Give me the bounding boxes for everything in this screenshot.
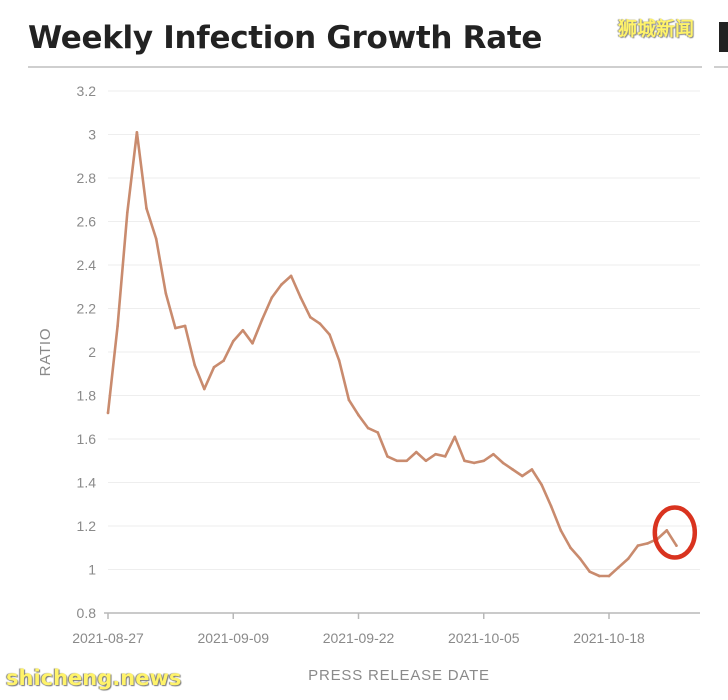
data-point <box>559 529 563 532</box>
data-point <box>154 237 158 241</box>
data-point <box>299 296 302 299</box>
y-tick-label: 1.8 <box>77 388 97 404</box>
adjacent-title-divider <box>714 66 728 68</box>
data-point <box>520 474 524 478</box>
chart-title: Weekly Infection Growth Rate <box>28 20 543 56</box>
data-point <box>241 328 245 332</box>
data-point <box>357 413 360 417</box>
data-point <box>395 459 399 463</box>
data-point <box>231 339 235 343</box>
data-point <box>492 452 495 456</box>
data-point <box>318 322 322 326</box>
data-point <box>328 333 331 336</box>
data-point <box>260 318 264 321</box>
y-axis-label: RATIO <box>37 328 54 377</box>
data-point <box>222 359 225 363</box>
y-tick-label: 1 <box>88 562 96 578</box>
data-point <box>453 435 457 439</box>
data-point <box>588 570 592 573</box>
x-tick-label: 2021-10-18 <box>573 630 645 646</box>
x-axis-label: PRESS RELEASE DATE <box>308 667 490 684</box>
data-point <box>617 566 620 569</box>
y-tick-label: 2 <box>88 344 96 360</box>
adjacent-title-fragment <box>719 22 728 52</box>
y-tick-label: 2.2 <box>77 301 97 317</box>
highlight-circle <box>652 505 698 560</box>
data-point <box>646 542 649 545</box>
data-point <box>251 342 254 345</box>
data-point <box>434 452 437 456</box>
data-point <box>125 211 129 215</box>
data-point <box>106 411 110 415</box>
data-point <box>578 557 582 560</box>
data-point <box>665 529 669 532</box>
data-point <box>530 468 534 471</box>
data-point <box>405 459 408 463</box>
data-point <box>424 459 428 463</box>
data-point <box>366 426 370 430</box>
watermark-bottom: shicheng.news <box>6 666 182 690</box>
x-axis-ticks: 2021-08-27 2021-09-09 2021-09-22 2021-10-05… <box>72 613 645 646</box>
data-point <box>280 283 283 286</box>
y-tick-label: 3.2 <box>77 83 97 99</box>
y-axis-ticks: 0.8 1 1.2 1.4 1.6 1.8 2 2.2 2.4 2.6 2.8 3 3.2 <box>77 83 97 621</box>
data-point <box>386 455 389 458</box>
data-point <box>501 461 505 465</box>
data-point <box>376 431 380 434</box>
data-point <box>174 326 177 330</box>
data-point <box>636 544 640 547</box>
y-tick-label: 1.2 <box>77 518 97 534</box>
data-point <box>415 450 418 454</box>
data-point <box>116 324 119 328</box>
x-tick-label: 2021-10-05 <box>448 630 520 646</box>
y-tick-label: 0.8 <box>77 605 97 621</box>
data-point <box>183 324 187 328</box>
x-tick-label: 2021-09-09 <box>197 630 269 646</box>
data-point <box>193 363 197 367</box>
title-divider <box>28 66 702 68</box>
data-point <box>337 359 341 363</box>
data-point <box>549 505 553 508</box>
y-tick-label: 2.4 <box>77 257 97 273</box>
data-point <box>607 574 611 578</box>
y-tick-label: 1.6 <box>77 431 97 447</box>
data-point <box>212 365 216 369</box>
data-point <box>270 296 274 299</box>
data-point <box>135 131 139 134</box>
y-tick-label: 3 <box>88 127 96 143</box>
data-point <box>482 459 486 463</box>
data-point <box>443 455 447 458</box>
data-point <box>569 546 572 550</box>
data-point <box>626 557 630 560</box>
data-point <box>472 461 476 465</box>
y-tick-label: 1.4 <box>77 475 97 491</box>
data-point <box>540 483 543 486</box>
data-point <box>598 574 601 578</box>
y-tick-label: 2.6 <box>77 214 97 230</box>
data-point <box>289 274 293 278</box>
data-point <box>145 207 148 210</box>
x-tick-label: 2021-09-22 <box>323 630 395 646</box>
data-point <box>675 544 678 547</box>
y-tick-label: 2.8 <box>77 170 97 186</box>
data-point <box>347 398 351 402</box>
data-point <box>463 459 466 463</box>
data-point <box>511 468 514 471</box>
x-tick-label: 2021-08-27 <box>72 630 144 646</box>
series-line <box>106 131 678 578</box>
grid-lines <box>108 90 700 570</box>
data-point <box>203 387 206 391</box>
watermark-top: 狮城新闻 <box>618 18 695 40</box>
data-point <box>164 291 168 295</box>
data-point <box>309 315 312 319</box>
